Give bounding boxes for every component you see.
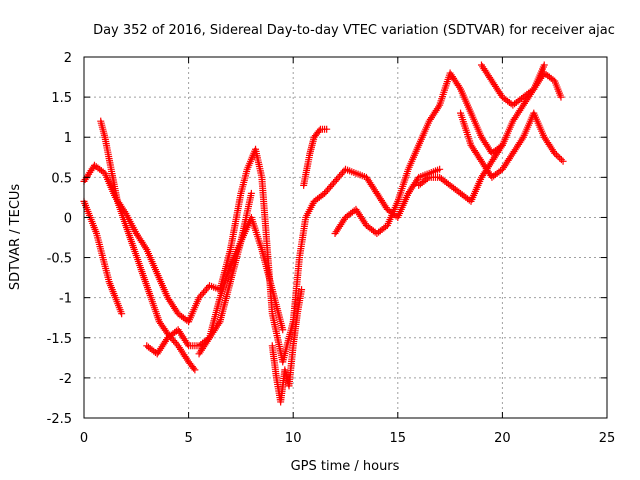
y-tick-label: 0.5	[51, 171, 72, 186]
data-point-marker	[336, 172, 344, 180]
series-sat-f	[300, 125, 331, 189]
y-axis: -2.5 -2 -1.5 -1 -0.5 0 0.5 1 1.5 2	[47, 51, 607, 427]
data-point-marker	[337, 170, 345, 178]
y-tick-label: -2.5	[47, 412, 72, 427]
data-point-marker	[540, 61, 548, 69]
y-tick-label: -0.5	[47, 252, 72, 267]
series-sat-e	[268, 286, 306, 406]
data-point-marker	[554, 152, 562, 160]
data-point-marker	[322, 188, 330, 196]
data-point-marker	[328, 181, 336, 189]
data-point-marker	[334, 174, 342, 182]
data-point-marker	[170, 337, 178, 345]
data-point-marker	[323, 125, 331, 133]
data-point-marker	[247, 189, 255, 197]
data-point-marker	[190, 364, 198, 372]
data-point-marker	[118, 310, 126, 318]
y-tick-label: 0	[64, 211, 72, 226]
y-tick-label: 1	[64, 131, 72, 146]
data-point-marker	[557, 156, 565, 164]
data-point-marker	[327, 183, 335, 191]
x-tick-label: 15	[390, 431, 407, 446]
data-point-marker	[436, 165, 444, 173]
data-point-marker	[315, 127, 323, 135]
data-point-marker	[198, 290, 206, 298]
data-point-marker	[200, 289, 208, 297]
series-sat-k	[195, 213, 287, 358]
y-tick-label: 1.5	[51, 91, 72, 106]
series-sat-h	[415, 69, 565, 205]
data-point-marker	[333, 176, 341, 184]
data-point-marker	[551, 149, 559, 157]
data-point-marker	[203, 285, 211, 293]
data-point-marker	[279, 326, 287, 334]
data-point-marker	[559, 157, 567, 165]
series-sat-i	[457, 109, 567, 181]
x-tick-label: 0	[80, 431, 88, 446]
data-point-marker	[171, 338, 179, 346]
x-tick-label: 20	[494, 431, 511, 446]
plot-frame	[83, 56, 608, 419]
data-point-marker	[552, 151, 560, 159]
data-point-marker	[324, 186, 332, 194]
series-sat-c	[80, 197, 126, 318]
data-point-marker	[331, 177, 339, 185]
data-point-marker	[298, 286, 306, 294]
series-sat-g	[331, 69, 506, 237]
data-point-marker	[339, 169, 347, 177]
data-point-marker	[173, 340, 181, 348]
x-tick-label: 10	[285, 431, 302, 446]
data-point-marker	[557, 93, 565, 101]
x-axis: 0 5 10 15 20 25	[80, 57, 615, 446]
data-point-marker	[195, 294, 203, 302]
data-point-marker	[321, 189, 329, 197]
chart-title: Day 352 of 2016, Sidereal Day-to-day VTE…	[93, 23, 615, 38]
y-tick-label: -1.5	[47, 332, 72, 347]
data-point-marker	[330, 179, 338, 187]
data-points	[80, 61, 567, 406]
data-point-marker	[197, 292, 205, 300]
x-axis-title: GPS time / hours	[291, 459, 400, 474]
data-point-marker	[325, 184, 333, 192]
y-axis-title: SDTVAR / TECUs	[8, 184, 23, 291]
data-point-marker	[556, 154, 564, 162]
y-tick-label: -1	[59, 292, 72, 307]
y-tick-label: -2	[59, 372, 72, 387]
series-sat-j	[477, 61, 548, 109]
data-point-marker	[201, 287, 209, 295]
data-point-marker	[191, 366, 199, 374]
x-tick-label: 25	[599, 431, 616, 446]
y-tick-label: 2	[64, 51, 72, 66]
x-tick-label: 5	[184, 431, 192, 446]
